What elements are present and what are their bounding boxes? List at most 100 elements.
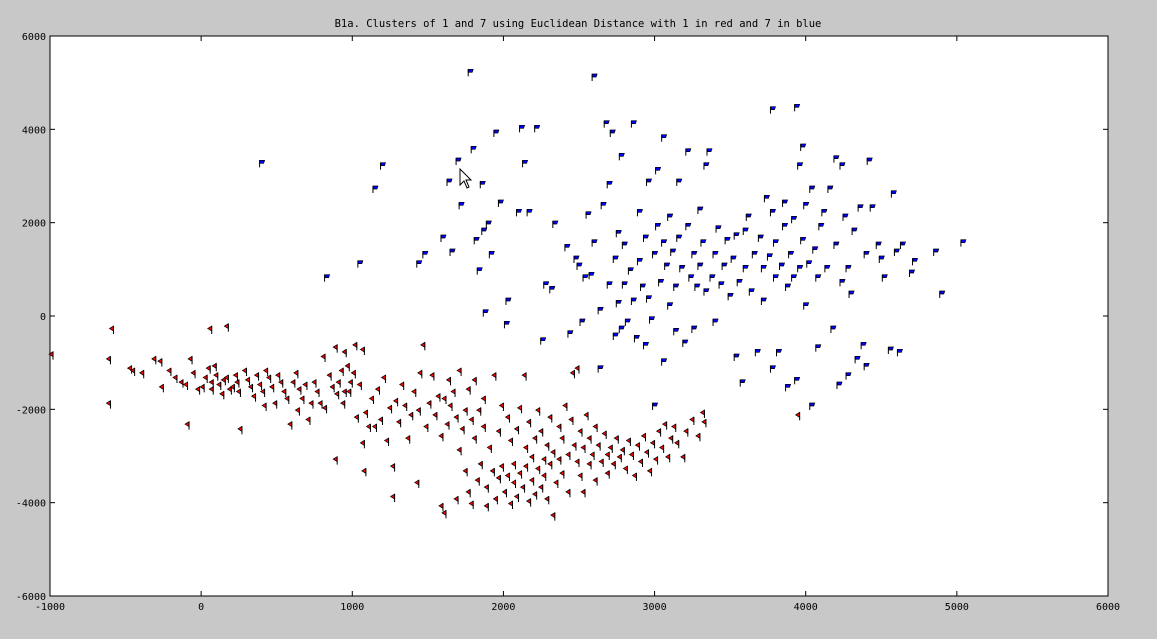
data-point: [359, 346, 365, 355]
data-point: [320, 353, 326, 362]
data-point: [909, 269, 915, 277]
data-point: [625, 437, 631, 446]
data-point: [552, 220, 559, 228]
data-point: [598, 458, 604, 467]
data-point: [824, 264, 831, 273]
data-point: [875, 241, 882, 249]
data-point: [706, 148, 713, 156]
data-point: [359, 439, 365, 449]
data-point: [715, 225, 722, 233]
data-point: [223, 374, 229, 383]
data-point: [812, 246, 819, 254]
data-point: [869, 204, 876, 212]
data-point: [661, 358, 668, 366]
data-point: [618, 325, 625, 333]
x-tick-label: 6000: [1096, 602, 1120, 613]
data-point: [685, 222, 692, 231]
data-point: [208, 386, 214, 395]
data-point: [621, 281, 628, 289]
data-point: [234, 379, 240, 388]
data-point: [619, 446, 625, 456]
data-point: [633, 334, 640, 343]
data-point: [480, 395, 486, 404]
data-point: [519, 484, 526, 493]
data-point: [809, 402, 816, 410]
data-point: [476, 267, 483, 275]
data-point: [48, 351, 54, 360]
data-point: [609, 129, 616, 137]
data-point: [519, 124, 526, 133]
data-point: [495, 474, 501, 484]
data-point: [724, 236, 731, 245]
data-point: [151, 355, 157, 365]
data-point: [456, 367, 462, 376]
data-point: [453, 414, 459, 423]
data-point: [415, 407, 421, 416]
data-point: [803, 302, 810, 310]
data-point: [528, 453, 535, 463]
data-point: [839, 162, 846, 170]
data-point: [580, 444, 586, 453]
data-point: [438, 502, 444, 512]
data-point: [488, 250, 495, 259]
data-point: [290, 379, 296, 388]
data-point: [205, 365, 211, 374]
data-point: [896, 348, 903, 357]
data-point: [105, 355, 111, 365]
data-point: [733, 232, 740, 240]
data-point: [166, 367, 172, 376]
data-point: [105, 400, 111, 409]
data-point: [516, 470, 523, 479]
data-point: [338, 367, 344, 376]
data-point: [426, 400, 432, 409]
data-point: [544, 442, 550, 451]
data-point: [229, 383, 235, 393]
data-point: [634, 442, 640, 451]
data-point: [535, 407, 541, 416]
data-point: [559, 435, 565, 444]
data-point: [748, 288, 755, 296]
data-point: [769, 106, 776, 114]
scatter-markers: [48, 68, 967, 521]
data-point: [751, 250, 758, 259]
data-point: [504, 472, 510, 481]
data-point: [498, 402, 504, 411]
data-point: [247, 383, 254, 393]
data-point: [525, 418, 532, 428]
data-point: [559, 470, 565, 479]
data-point: [779, 262, 786, 270]
data-point: [547, 460, 553, 470]
data-point: [782, 199, 789, 207]
data-point: [582, 274, 589, 282]
data-point: [809, 185, 816, 193]
data-point: [939, 290, 946, 298]
data-point: [462, 467, 468, 477]
data-point: [305, 416, 311, 425]
data-point: [259, 388, 266, 397]
data-point: [157, 358, 163, 367]
data-point: [680, 453, 686, 463]
data-point: [601, 430, 607, 439]
data-point: [372, 185, 379, 193]
data-point: [172, 374, 178, 383]
data-point: [458, 201, 465, 210]
data-point: [392, 397, 399, 407]
data-point: [703, 162, 710, 170]
data-point: [766, 253, 773, 261]
data-point: [691, 250, 698, 259]
data-point: [507, 437, 513, 446]
data-point: [639, 283, 646, 291]
data-point: [630, 297, 637, 305]
y-tick-label: 4000: [22, 125, 46, 136]
data-point: [866, 157, 873, 165]
data-point: [534, 124, 541, 133]
data-point: [652, 402, 659, 410]
data-point: [507, 500, 513, 509]
data-point: [361, 467, 367, 477]
data-point: [445, 376, 452, 386]
data-point: [341, 348, 347, 358]
data-point: [607, 444, 613, 453]
data-point: [450, 388, 456, 397]
data-point: [139, 369, 145, 379]
data-point: [652, 250, 659, 259]
